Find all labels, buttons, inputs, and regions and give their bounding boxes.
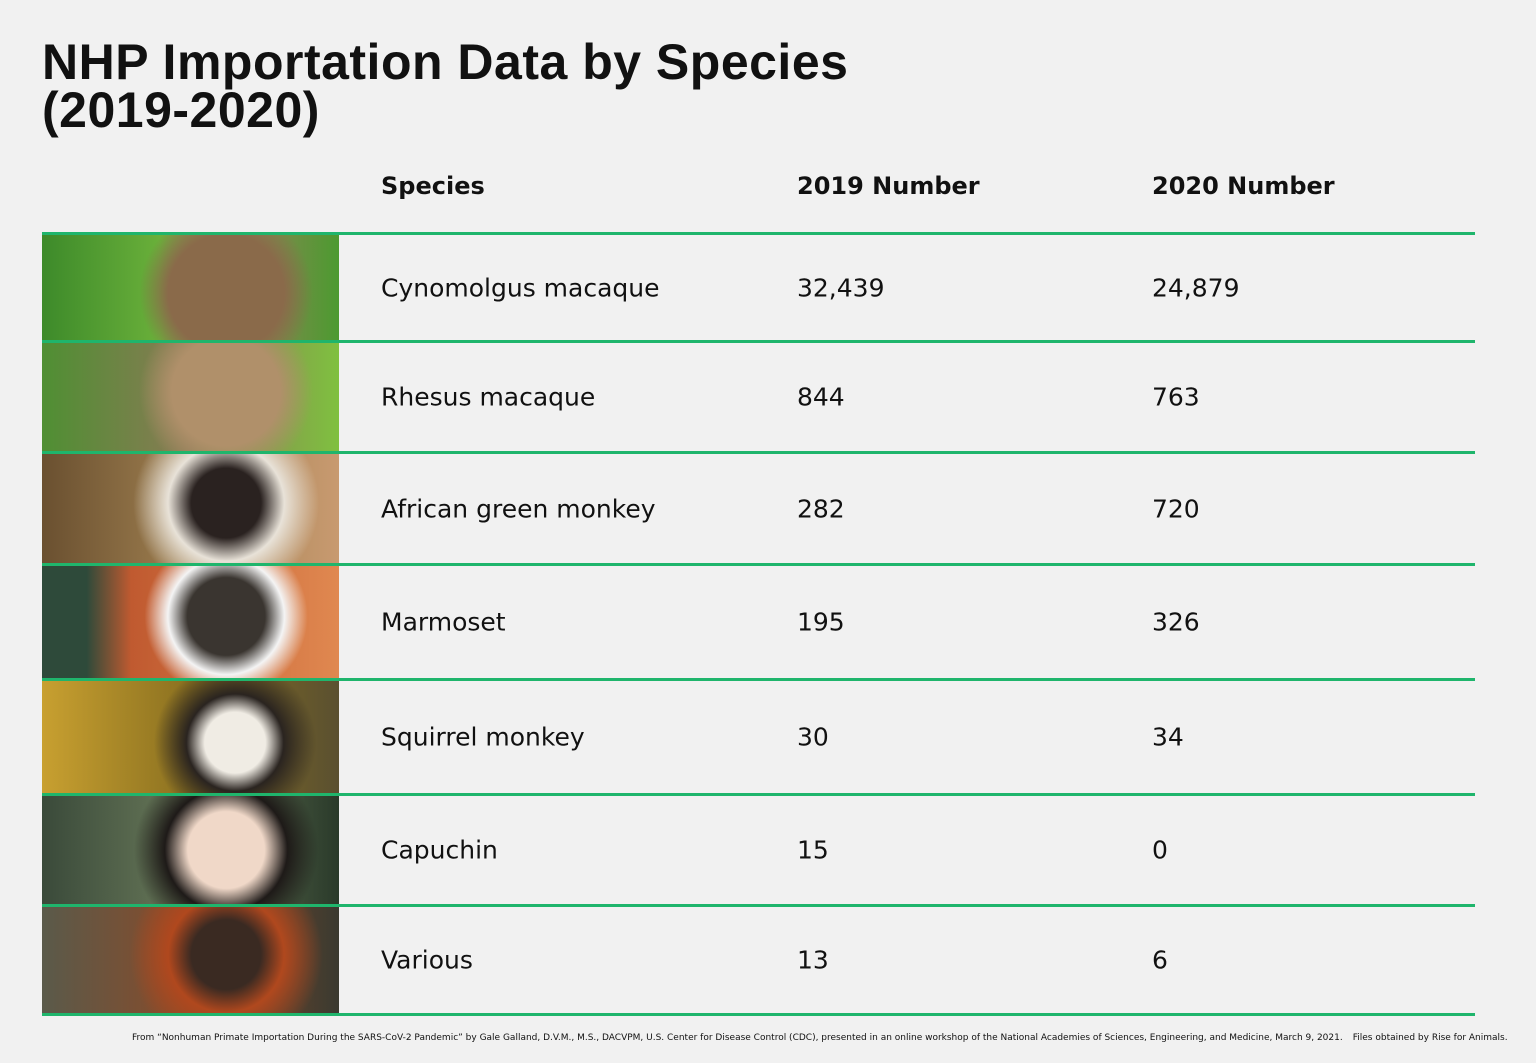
title: NHP Importation Data by Species (2019-20… [42, 34, 849, 138]
species-photo [42, 796, 339, 904]
title-line: NHP Importation Data by Species [42, 34, 849, 90]
row-divider [42, 232, 1475, 235]
count-cell: 34 [1152, 722, 1184, 752]
count-cell: 763 [1152, 382, 1200, 412]
count-cell: 30 [797, 722, 829, 752]
species-name: Squirrel monkey [381, 722, 585, 752]
species-photo [42, 566, 339, 678]
species-photo [42, 343, 339, 451]
column-header: 2020 Number [1152, 172, 1335, 200]
count-cell: 720 [1152, 494, 1200, 523]
count-cell: 6 [1152, 945, 1168, 975]
row-divider [42, 451, 1475, 454]
row-divider [42, 563, 1475, 566]
row-divider [42, 793, 1475, 796]
species-name: Various [381, 945, 473, 975]
count-cell: 13 [797, 945, 829, 975]
column-header: 2019 Number [797, 172, 980, 200]
species-name: Capuchin [381, 835, 498, 865]
count-cell: 32,439 [797, 273, 885, 302]
row-divider [42, 904, 1475, 907]
row-divider [42, 678, 1475, 681]
species-photo [42, 454, 339, 563]
count-cell: 326 [1152, 607, 1200, 637]
species-name: Cynomolgus macaque [381, 273, 660, 302]
row-divider [42, 340, 1475, 343]
column-header: Species [381, 172, 485, 200]
count-cell: 24,879 [1152, 273, 1240, 302]
count-cell: 282 [797, 494, 845, 523]
species-photo [42, 907, 339, 1013]
row-divider [42, 1013, 1475, 1016]
count-cell: 195 [797, 607, 845, 637]
count-cell: 844 [797, 382, 845, 412]
species-name: African green monkey [381, 494, 656, 523]
source-note: From “Nonhuman Primate Importation Durin… [132, 1033, 1343, 1043]
species-photo [42, 235, 339, 340]
count-cell: 15 [797, 835, 829, 865]
species-name: Rhesus macaque [381, 382, 596, 412]
species-name: Marmoset [381, 607, 506, 637]
count-cell: 0 [1152, 835, 1168, 865]
footer: From “Nonhuman Primate Importation Durin… [132, 1033, 1508, 1043]
species-photo [42, 681, 339, 793]
credit-note: Files obtained by Rise for Animals. [1352, 1033, 1508, 1043]
title-line: (2019-2020) [42, 82, 320, 138]
